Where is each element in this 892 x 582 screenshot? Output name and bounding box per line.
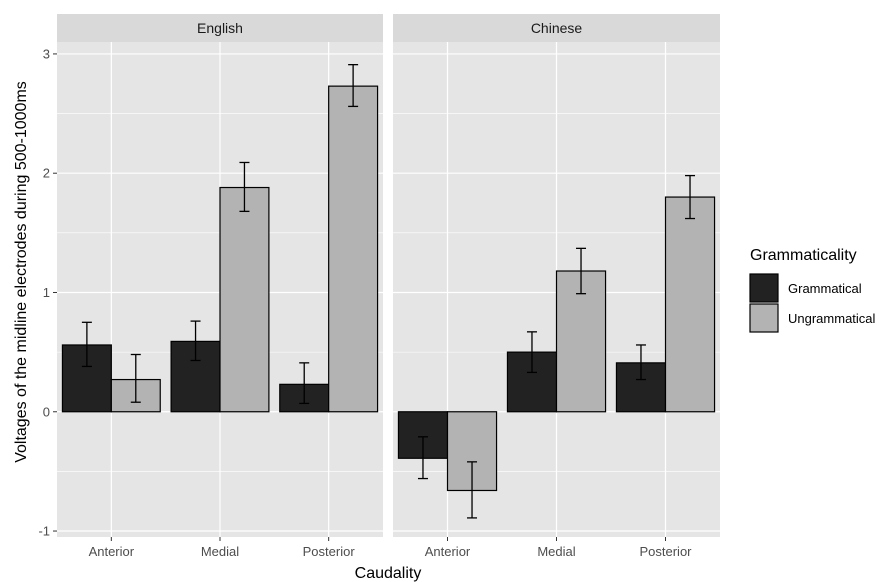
legend-key-ungrammatical [749,303,779,333]
legend: Grammaticality Grammatical Ungrammatical [749,247,876,333]
error-bar [467,461,478,519]
panels: English Anterior Medial Posterior Chinese Ant… [57,14,720,559]
x-axis-title: Caudality [355,565,422,582]
panel-chinese: Chinese Anterior Medial Posterior [393,14,720,559]
legend-label-ungrammatical: Ungrammatical [788,311,876,326]
y-tick-label: -1 [38,524,50,539]
error-bar [348,64,359,108]
error-bar [417,436,428,480]
error-bar [81,321,92,368]
error-bar [130,353,141,403]
bar-ungrammatical-medial [219,186,270,413]
legend-label-grammatical: Grammatical [788,281,862,296]
x-tick-label: Posterior [639,544,692,559]
y-axis: -1 0 1 2 3 [38,46,57,539]
x-tick-label: Medial [537,544,575,559]
bar-ungrammatical-medial [555,270,607,413]
panel-english: English Anterior Medial Posterior [57,14,383,559]
legend-title: Grammaticality [750,247,857,264]
y-tick-label: 0 [43,404,50,419]
x-tick-label: Posterior [303,544,356,559]
legend-key-grammatical [749,273,779,303]
y-tick-label: 2 [43,166,50,181]
facet-label: English [197,20,243,36]
x-tick-label: Anterior [425,544,471,559]
facet-label: Chinese [531,20,583,36]
y-axis-title: Voltages of the midline electrodes durin… [13,81,30,463]
error-bar [299,362,310,405]
y-tick-label: 3 [43,46,50,61]
facet-strip [57,14,383,42]
error-bar [526,331,537,374]
bar-ungrammatical-posterior [664,196,716,413]
error-bar [576,247,587,295]
x-tick-label: Anterior [89,544,135,559]
error-bar [635,344,646,381]
x-tick-label: Medial [201,544,239,559]
error-bar [239,161,250,213]
bar-ungrammatical-posterior [328,85,379,413]
facet-strip [393,14,720,42]
error-bar [190,320,201,362]
error-bar [685,174,696,220]
y-tick-label: 1 [43,285,50,300]
